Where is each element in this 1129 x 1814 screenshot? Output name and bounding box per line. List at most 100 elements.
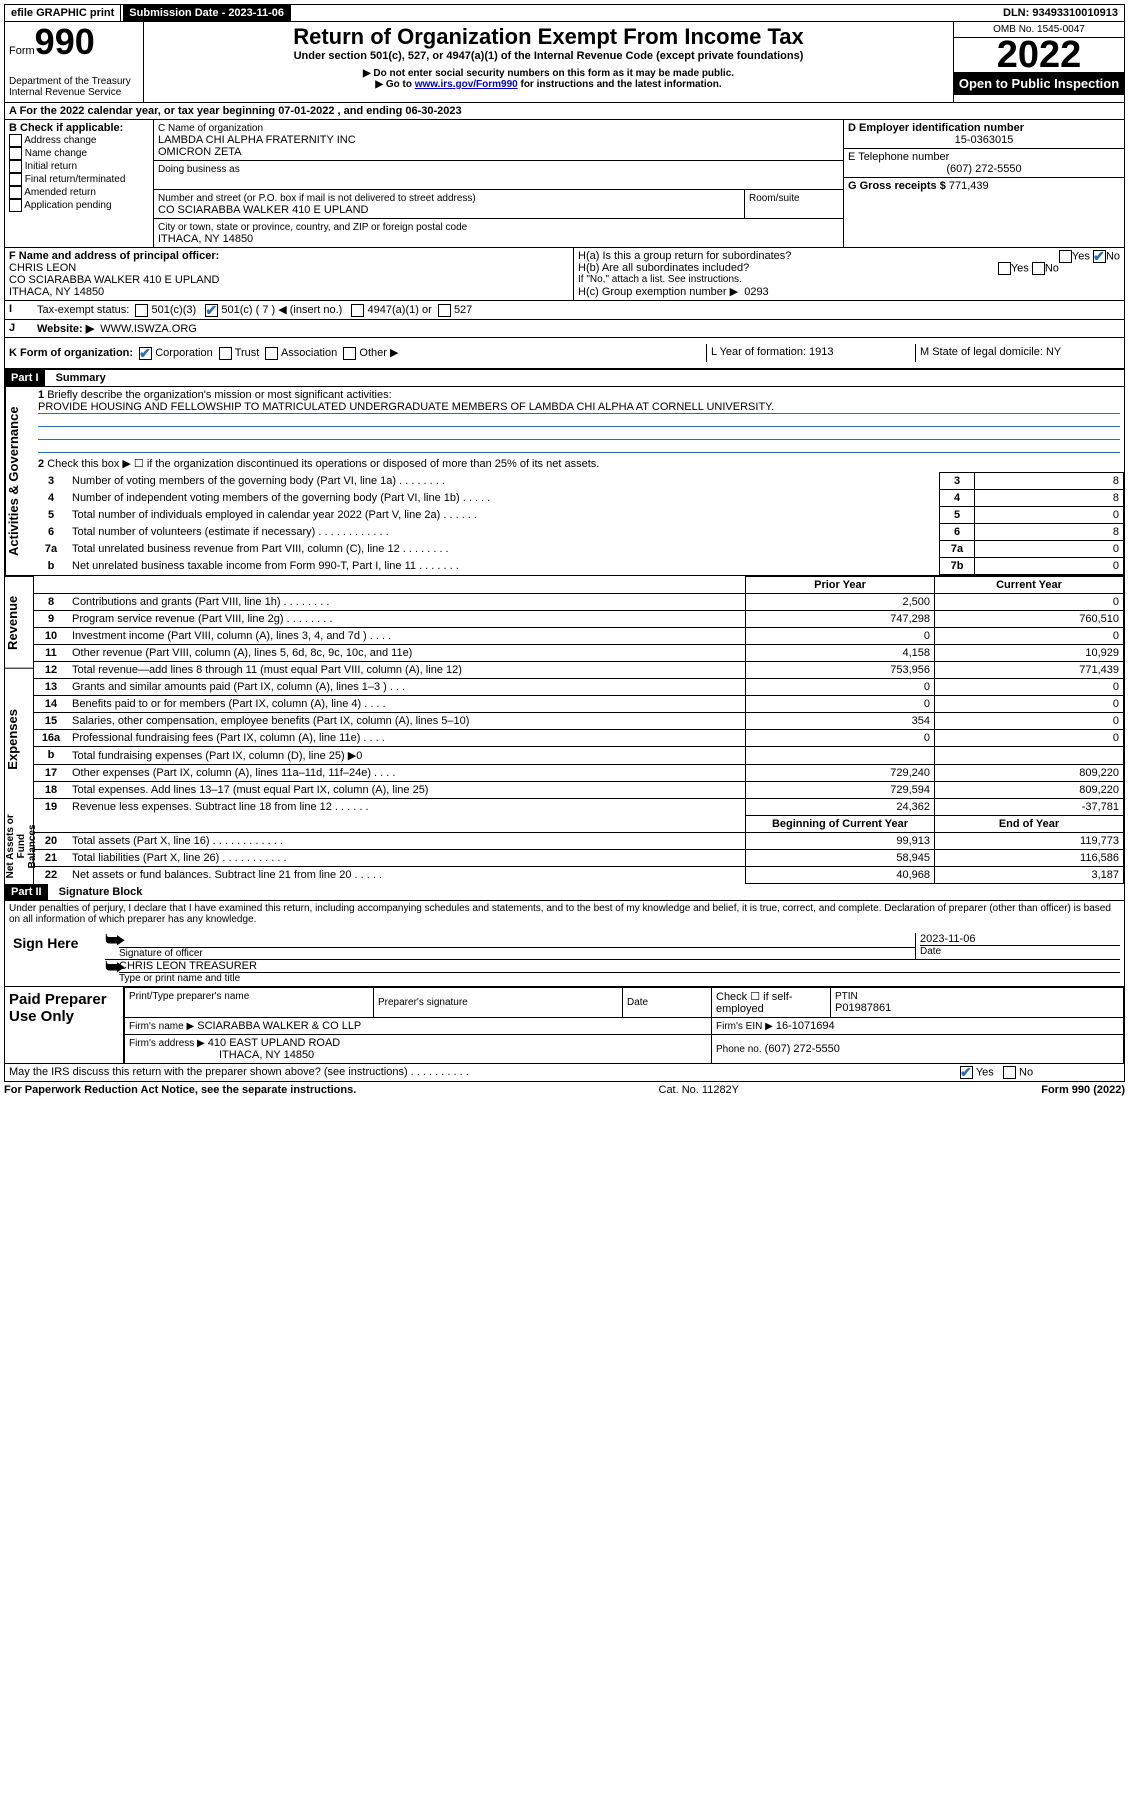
ha-label: H(a) Is this a group return for subordin…	[578, 250, 791, 262]
part2-num: Part II	[5, 884, 48, 900]
top-bar: efile GRAPHIC print Submission Date - 20…	[4, 4, 1125, 22]
table-row: 5Total number of individuals employed in…	[34, 506, 1124, 523]
declaration-text: Under penalties of perjury, I declare th…	[4, 901, 1125, 927]
firm-ein: 16-1071694	[776, 1020, 835, 1032]
firm-name: SCIARABBA WALKER & CO LLP	[197, 1020, 361, 1032]
irs-label: Internal Revenue Service	[9, 87, 139, 98]
phone-value: (607) 272-5550	[848, 163, 1120, 175]
sign-here-label: Sign Here	[5, 927, 101, 986]
table-row: 4Number of independent voting members of…	[34, 489, 1124, 506]
ha-yes-check[interactable]	[1059, 250, 1072, 263]
k-trust-check[interactable]	[219, 347, 232, 360]
k-assoc-check[interactable]	[265, 347, 278, 360]
form-number: 990	[35, 21, 95, 62]
room-label: Room/suite	[749, 193, 800, 204]
note-2b: for instructions and the latest informat…	[518, 79, 722, 90]
table-row: 7aTotal unrelated business revenue from …	[34, 540, 1124, 557]
table-row: bNet unrelated business taxable income f…	[34, 557, 1124, 574]
b-label: B Check if applicable:	[9, 122, 149, 134]
b-option: Name change	[9, 147, 149, 160]
sig-date: 2023-11-06	[920, 933, 1120, 945]
table-row: 11Other revenue (Part VIII, column (A), …	[34, 644, 1124, 661]
pp-sig-label: Preparer's signature	[378, 997, 468, 1008]
pp-name-label: Print/Type preparer's name	[129, 991, 249, 1002]
form-header: Form990 Department of the Treasury Inter…	[4, 22, 1125, 103]
footer-left: For Paperwork Reduction Act Notice, see …	[4, 1084, 356, 1096]
firm-name-label: Firm's name ▶	[129, 1021, 194, 1032]
ein-value: 15-0363015	[848, 134, 1120, 146]
b-option: Amended return	[9, 186, 149, 199]
k-corp-check[interactable]	[139, 347, 152, 360]
firm-addr1: 410 EAST UPLAND ROAD	[208, 1037, 340, 1049]
firm-phone: (607) 272-5550	[765, 1043, 840, 1055]
identity-block: B Check if applicable: Address change Na…	[4, 120, 1125, 248]
table-row: 12Total revenue—add lines 8 through 11 (…	[34, 661, 1124, 678]
may-irs-text: May the IRS discuss this return with the…	[5, 1064, 956, 1081]
gross-receipts: 771,439	[949, 180, 989, 192]
form-subtitle: Under section 501(c), 527, or 4947(a)(1)…	[152, 50, 945, 62]
firm-ein-label: Firm's EIN ▶	[716, 1021, 773, 1032]
table-row: 9Program service revenue (Part VIII, lin…	[34, 610, 1124, 627]
line1-label: Briefly describe the organization's miss…	[47, 389, 391, 401]
k-label: K Form of organization:	[9, 347, 133, 359]
form-word: Form	[9, 45, 35, 57]
officer-addr2: ITHACA, NY 14850	[9, 286, 104, 298]
b-option: Application pending	[9, 199, 149, 212]
table-row: 18Total expenses. Add lines 13–17 (must …	[34, 781, 1124, 798]
footer-right: Form 990 (2022)	[1041, 1084, 1125, 1096]
j-label: Website: ▶	[37, 323, 94, 335]
submission-date: Submission Date - 2023-11-06	[123, 5, 291, 21]
hc-value: 0293	[744, 286, 768, 298]
table-row: 21Total liabilities (Part X, line 26) . …	[34, 849, 1124, 866]
g-label: G Gross receipts $	[848, 180, 946, 192]
governance-table: 3Number of voting members of the governi…	[34, 472, 1124, 575]
form-title: Return of Organization Exempt From Incom…	[152, 24, 945, 50]
part1-title: Summary	[48, 372, 106, 384]
hb-no-check[interactable]	[1032, 262, 1045, 275]
table-row: 22Net assets or fund balances. Subtract …	[34, 866, 1124, 883]
officer-name: CHRIS LEON	[9, 262, 76, 274]
side-expenses: Expenses	[5, 668, 33, 810]
table-row: bTotal fundraising expenses (Part IX, co…	[34, 746, 1124, 764]
4947-check[interactable]	[351, 304, 364, 317]
table-row: 6Total number of volunteers (estimate if…	[34, 523, 1124, 540]
firm-phone-label: Phone no.	[716, 1044, 762, 1055]
instructions-link[interactable]: www.irs.gov/Form990	[415, 79, 518, 90]
financial-table: Prior YearCurrent Year8Contributions and…	[34, 576, 1124, 884]
pp-date-label: Date	[627, 997, 648, 1008]
mission-text: PROVIDE HOUSING AND FELLOWSHIP TO MATRIC…	[38, 401, 774, 414]
f-h-block: F Name and address of principal officer:…	[4, 248, 1125, 301]
addr-label: Number and street (or P.O. box if mail i…	[158, 193, 476, 204]
hb-yes-check[interactable]	[998, 262, 1011, 275]
501c3-check[interactable]	[135, 304, 148, 317]
c-label: C Name of organization	[158, 123, 263, 134]
sign-here-block: Sign Here ⮩ Signature of officer 2023-11…	[4, 927, 1125, 987]
sig-officer-label: Signature of officer	[119, 948, 915, 959]
k-other-check[interactable]	[343, 347, 356, 360]
officer-name-title: CHRIS LEON TREASURER	[119, 960, 1120, 973]
f-label: F Name and address of principal officer:	[9, 250, 219, 262]
e-label: E Telephone number	[848, 151, 1120, 163]
part2-header: Part II Signature Block	[4, 884, 1125, 901]
city-state-zip: ITHACA, NY 14850	[158, 233, 253, 245]
ha-no-check[interactable]	[1093, 250, 1106, 263]
501c-check[interactable]	[205, 304, 218, 317]
d-label: D Employer identification number	[848, 122, 1120, 134]
m-label: M State of legal domicile: NY	[915, 344, 1124, 362]
paid-preparer-block: Paid Preparer Use Only Print/Type prepar…	[4, 987, 1125, 1064]
hb-note: If "No," attach a list. See instructions…	[578, 274, 1120, 285]
klm-row: K Form of organization: Corporation Trus…	[4, 338, 1125, 369]
527-check[interactable]	[438, 304, 451, 317]
efile-label[interactable]: efile GRAPHIC print	[5, 5, 121, 21]
table-row: 19Revenue less expenses. Subtract line 1…	[34, 798, 1124, 815]
dept-label: Department of the Treasury	[9, 76, 139, 87]
table-row: 8Contributions and grants (Part VIII, li…	[34, 593, 1124, 610]
hc-label: H(c) Group exemption number ▶	[578, 286, 738, 298]
date-label: Date	[920, 945, 1120, 957]
j-row: J Website: ▶ WWW.ISWZA.ORG	[4, 320, 1125, 338]
table-row: 3Number of voting members of the governi…	[34, 472, 1124, 489]
table-row: 17Other expenses (Part IX, column (A), l…	[34, 764, 1124, 781]
firm-addr-label: Firm's address ▶	[129, 1038, 205, 1049]
may-irs-no[interactable]	[1003, 1066, 1016, 1079]
may-irs-yes[interactable]	[960, 1066, 973, 1079]
